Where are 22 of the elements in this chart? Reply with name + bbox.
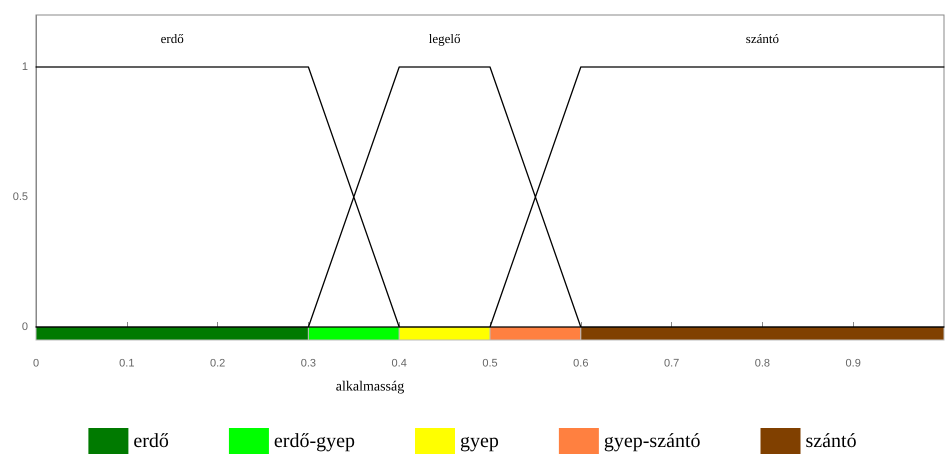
x-tick-label: 0.7: [664, 358, 680, 370]
x-tick-label: 0.6: [573, 358, 588, 370]
x-tick-label: 0.1: [119, 358, 134, 370]
series-label: legelő: [428, 31, 460, 46]
legend-label: gyep-szántó: [604, 430, 701, 452]
legend-label: szántó: [806, 430, 857, 452]
y-tick-label: 1: [22, 61, 28, 73]
y-tick-label: 0: [22, 321, 28, 333]
legend-label: gyep: [460, 430, 499, 452]
series-label: szántó: [746, 31, 780, 46]
x-tick-label: 0.3: [300, 358, 316, 370]
y-tick-label: 0.5: [12, 191, 28, 203]
legend-label: erdő-gyep: [274, 430, 356, 452]
legend-label: erdő: [133, 430, 169, 452]
x-tick-label: 0.9: [846, 358, 861, 370]
series-label: erdő: [160, 31, 184, 46]
x-tick-label: 0: [32, 358, 40, 370]
x-tick-label: 0.5: [482, 358, 498, 370]
x-tick-label: 0.8: [754, 358, 770, 370]
x-axis-title: alkalmasság: [336, 380, 404, 394]
x-tick-label: 0.2: [210, 358, 226, 370]
x-tick-label: 0.4: [392, 358, 407, 370]
